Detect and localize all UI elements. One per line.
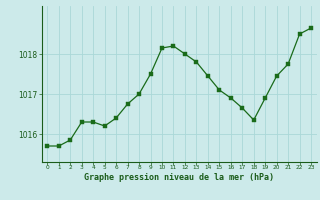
X-axis label: Graphe pression niveau de la mer (hPa): Graphe pression niveau de la mer (hPa) <box>84 173 274 182</box>
